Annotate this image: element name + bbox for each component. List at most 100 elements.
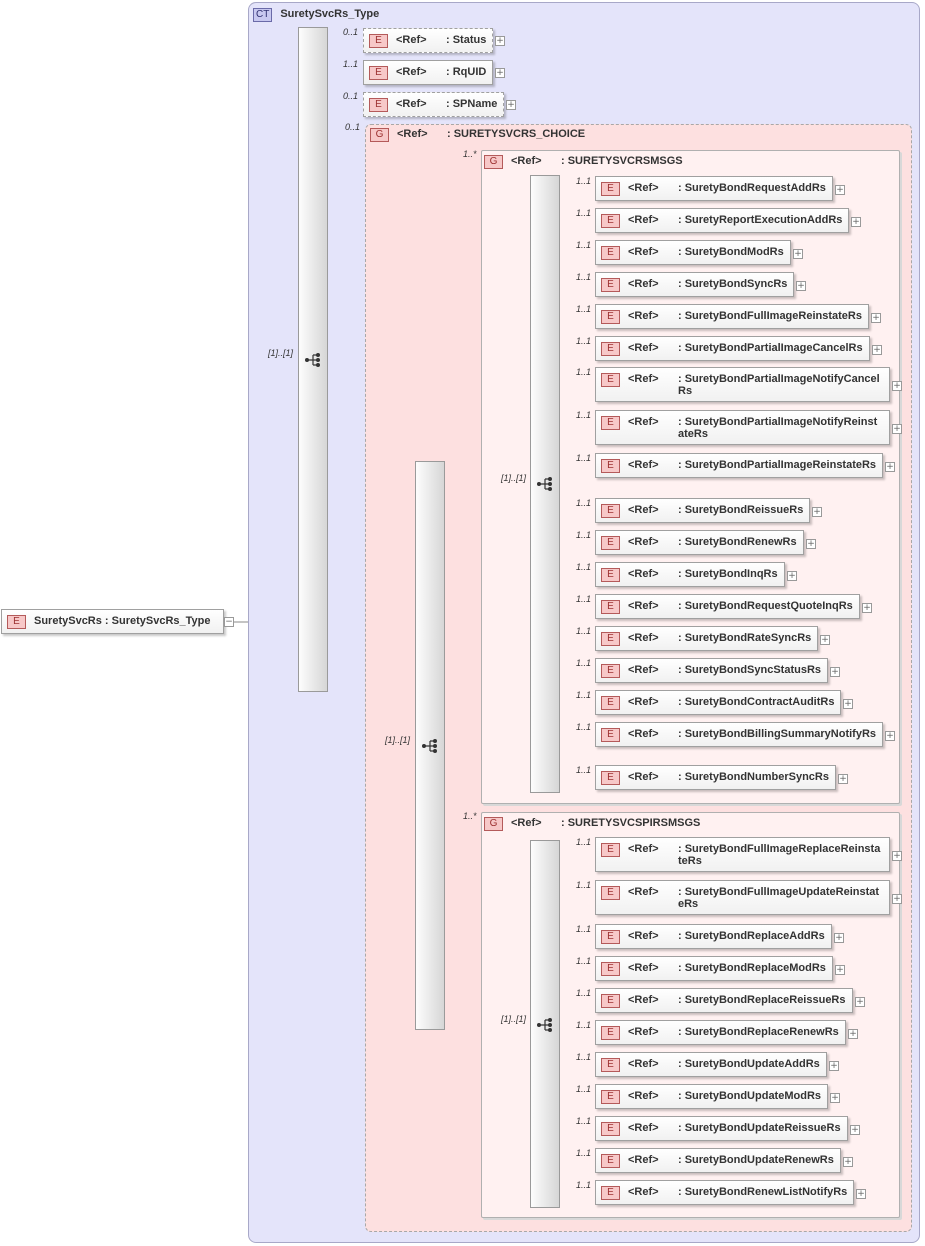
ref-label: <Ref> (628, 416, 659, 428)
element-box: E <Ref>: SuretyBondReplaceRenewRs (595, 1020, 846, 1045)
element-box: E <Ref>: SuretyBondReplaceModRs (595, 956, 833, 981)
sequence-icon (548, 482, 552, 486)
sequence-icon (548, 487, 552, 491)
multiplicity: 1..1 (576, 1180, 592, 1190)
multiplicity: 1..1 (576, 272, 592, 282)
sequence-icon (548, 1028, 552, 1032)
expand-icon: + (848, 1029, 858, 1039)
expand-icon: + (830, 667, 840, 677)
expand-icon: + (862, 603, 872, 613)
badge: E (601, 600, 620, 614)
ref-label: <Ref> (396, 66, 427, 78)
multiplicity: 1..1 (576, 880, 592, 890)
expand-icon: + (495, 68, 505, 78)
element-name: : SURETYSVCSPIRSMSGS (561, 817, 701, 829)
element-box: E <Ref>: SuretyBondReissueRs (595, 498, 811, 523)
multiplicity: 1..1 (576, 304, 592, 314)
element-box: E <Ref>: SuretyBondSyncStatusRs (595, 658, 829, 683)
badge: E (601, 416, 620, 430)
expand-icon: + (835, 185, 845, 195)
element-name: : SuretyBondUpdateReissueRs (678, 1122, 841, 1134)
multiplicity: 1..1 (576, 410, 592, 420)
badge: E (369, 34, 388, 48)
badge: E (601, 1186, 620, 1200)
element-name: : SURETYSVCRS_CHOICE (447, 128, 586, 140)
element-box: E <Ref>: SPName (363, 92, 505, 117)
element-name: : SuretyBondFullImageReplaceReinstateRs (678, 843, 881, 867)
multiplicity: [1]..[1] (385, 735, 411, 745)
element-name: : SuretyBondPartialImageReinstateRs (678, 459, 877, 471)
complex-type-header: CT SuretySvcRs_Type (253, 8, 379, 22)
ref-label: <Ref> (396, 98, 427, 110)
group-header: G <Ref>: SURETYSVCSPIRSMSGS (484, 817, 700, 831)
element-name: : RqUID (446, 66, 487, 78)
expand-icon: + (892, 894, 902, 904)
root-label: SuretySvcRs : SuretySvcRs_Type (34, 615, 211, 627)
element-name: : SuretyBondNumberSyncRs (678, 771, 829, 783)
badge: E (601, 771, 620, 785)
badge: E (601, 632, 620, 646)
element-box: E <Ref>: SuretyBondContractAuditRs (595, 690, 842, 715)
multiplicity: 1..1 (576, 988, 592, 998)
type-name: SuretySvcRs_Type (280, 8, 380, 20)
expand-icon: + (892, 381, 902, 391)
badge: E (601, 962, 620, 976)
badge: E (601, 843, 620, 857)
badge: E (601, 342, 620, 356)
multiplicity: 1..1 (576, 367, 592, 377)
group-header: G <Ref>: SURETYSVCRSMSGS (484, 155, 683, 169)
element-name: : SuretyBondBillingSummaryNotifyRs (678, 728, 877, 740)
expand-icon: + (892, 851, 902, 861)
multiplicity: 1..1 (576, 722, 592, 732)
ref-label: <Ref> (628, 696, 659, 708)
badge: E (601, 664, 620, 678)
element-name: : SuretyBondRateSyncRs (678, 632, 812, 644)
sequence-icon (548, 1018, 552, 1022)
group-header: G <Ref>: SURETYSVCRS_CHOICE (370, 128, 585, 142)
ref-label: <Ref> (628, 1026, 659, 1038)
multiplicity: 1..1 (576, 658, 592, 668)
badge: E (601, 278, 620, 292)
expand-icon: + (506, 100, 516, 110)
expand-icon: + (871, 313, 881, 323)
sequence-icon (548, 1023, 552, 1027)
ref-label: <Ref> (628, 1154, 659, 1166)
multiplicity: 0..1 (345, 122, 361, 132)
badge: E (601, 1122, 620, 1136)
element-box: E <Ref>: SuretyBondReplaceReissueRs (595, 988, 853, 1013)
sequence-icon (424, 740, 434, 752)
multiplicity: 1..* (463, 811, 477, 821)
expand-icon: + (830, 1093, 840, 1103)
element-box: E <Ref>: SuretyBondReplaceAddRs (595, 924, 832, 949)
sequence-icon (539, 478, 549, 490)
sequence-icon (433, 749, 437, 753)
ref-label: <Ref> (628, 994, 659, 1006)
element-name: : SuretyBondInqRs (678, 568, 778, 580)
sequence-icon (539, 1019, 549, 1031)
ref-label: <Ref> (628, 600, 659, 612)
ref-label: <Ref> (628, 246, 659, 258)
badge: E (601, 1154, 620, 1168)
expand-icon: − (224, 617, 234, 627)
multiplicity: 1..1 (576, 1116, 592, 1126)
expand-icon: + (495, 36, 505, 46)
element-box: E <Ref>: SuretyBondFullImageReinstateRs (595, 304, 869, 329)
expand-icon: + (851, 217, 861, 227)
multiplicity: 1..1 (576, 1052, 592, 1062)
multiplicity: 0..1 (343, 91, 359, 101)
multiplicity: 1..1 (576, 530, 592, 540)
element-box: E <Ref>: SuretyBondPartialImageCancelRs (595, 336, 870, 361)
badge: E (601, 1058, 620, 1072)
element-name: : SuretyBondModRs (678, 246, 784, 258)
element-name: : SuretyBondUpdateRenewRs (678, 1154, 834, 1166)
element-box: E <Ref>: SuretyBondModRs (595, 240, 791, 265)
ref-label: <Ref> (628, 1122, 659, 1134)
multiplicity: 1..1 (576, 924, 592, 934)
element-box: E <Ref>: SuretyBondInqRs (595, 562, 785, 587)
badge: E (601, 373, 620, 387)
ref-label: <Ref> (628, 214, 659, 226)
element-name: : SuretyBondPartialImageNotifyReinstateR… (678, 416, 878, 440)
expand-icon: + (872, 345, 882, 355)
badge: CT (253, 8, 273, 22)
